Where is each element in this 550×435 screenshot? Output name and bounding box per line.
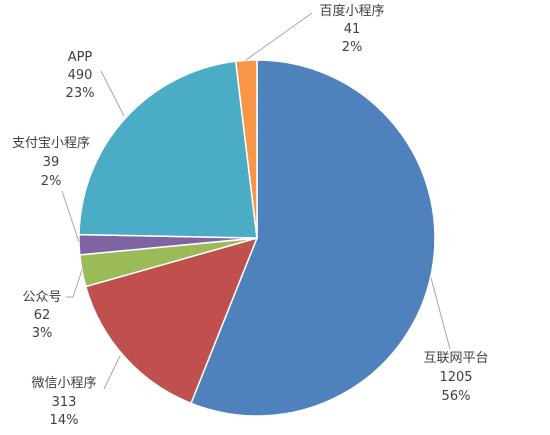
leader-line-app <box>100 70 125 117</box>
value-label-app: 490 <box>68 68 93 83</box>
value-label-internet-platform: 1205 <box>439 370 472 385</box>
data-label-official-account: 公众号 62 3% <box>22 290 61 341</box>
percent-label-alipay-mini-program: 2% <box>41 174 62 189</box>
data-label-alipay-mini-program: 支付宝小程序 39 2% <box>12 136 90 189</box>
category-label-app: APP <box>68 50 93 65</box>
category-label-wechat-mini-program: 微信小程序 <box>31 376 96 391</box>
category-label-alipay-mini-program: 支付宝小程序 <box>12 136 90 151</box>
leader-line-official-account <box>66 269 83 298</box>
pie-slice-wechat-mini-program <box>84 236 259 405</box>
leader-line-wechat-mini-program <box>103 355 121 390</box>
data-label-internet-platform: 互联网平台 1205 56% <box>423 351 488 404</box>
pie-slice-app <box>78 60 258 239</box>
category-label-official-account: 公众号 <box>22 290 61 305</box>
value-label-official-account: 62 <box>34 308 51 323</box>
data-label-baidu-mini-program: 百度小程序 41 2% <box>319 3 384 55</box>
percent-label-baidu-mini-program: 2% <box>342 40 363 55</box>
percent-label-wechat-mini-program: 14% <box>50 413 79 428</box>
leader-line-alipay-mini-program <box>61 190 80 243</box>
leader-line-internet-platform <box>430 277 451 350</box>
value-label-wechat-mini-program: 313 <box>52 395 77 410</box>
leader-lines <box>61 12 451 390</box>
leader-line-baidu-mini-program <box>245 12 313 61</box>
data-label-wechat-mini-program: 微信小程序 313 14% <box>31 376 96 428</box>
data-label-app: APP 490 23% <box>66 50 95 101</box>
category-label-internet-platform: 互联网平台 <box>423 351 488 366</box>
category-label-baidu-mini-program: 百度小程序 <box>319 3 384 19</box>
percent-label-internet-platform: 56% <box>442 389 471 404</box>
value-label-alipay-mini-program: 39 <box>43 155 60 170</box>
value-label-baidu-mini-program: 41 <box>344 22 361 37</box>
percent-label-app: 23% <box>66 86 95 101</box>
percent-label-official-account: 3% <box>32 326 53 341</box>
pie-slice-internet-platform <box>190 59 436 417</box>
pie-slices <box>78 59 436 417</box>
